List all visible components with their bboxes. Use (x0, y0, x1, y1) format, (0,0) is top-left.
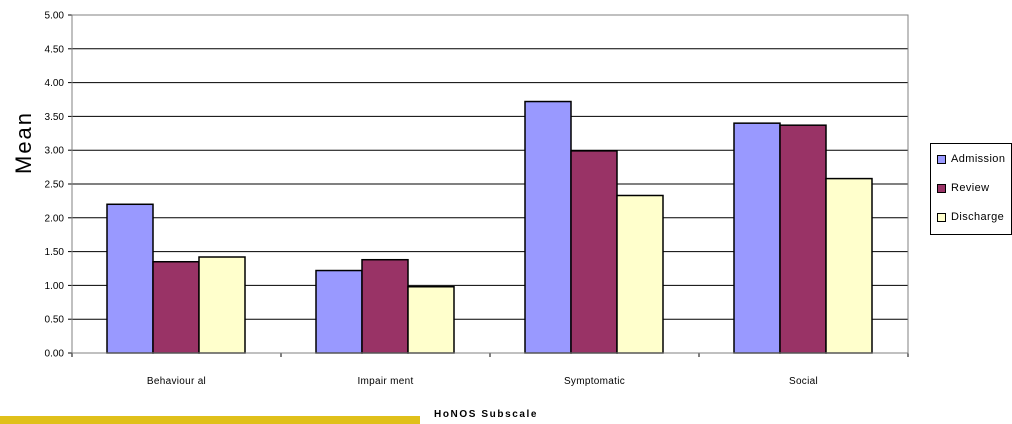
legend-label-discharge: Discharge (951, 211, 1005, 223)
bar-review-2 (570, 150, 618, 354)
bar-admission-0 (106, 203, 154, 354)
bar-review-3 (779, 124, 827, 354)
bar-discharge-2 (616, 194, 664, 354)
legend-swatch-review (937, 183, 946, 193)
y-tick-label: 4.50 (45, 44, 65, 55)
x-tick-label: Behaviour al (147, 376, 206, 387)
y-tick-label: 0.50 (45, 315, 65, 326)
bar-discharge-0 (198, 256, 246, 354)
bar-admission-2 (524, 100, 572, 354)
x-axis-title: HoNOS Subscale (434, 409, 539, 420)
y-tick-label: 0.00 (45, 349, 65, 360)
legend-swatch-admission (937, 154, 946, 164)
bar-review-1 (361, 258, 409, 354)
x-tick-label: Impair ment (357, 376, 413, 387)
plot-area-frame (71, 14, 909, 354)
y-tick-label: 4.00 (45, 78, 65, 89)
y-tick-label: 1.00 (45, 281, 65, 292)
x-tick-label: Symptomatic (564, 376, 625, 387)
legend-label-review: Review (951, 182, 990, 194)
bar-discharge-1 (407, 286, 455, 354)
y-tick-label: 3.00 (45, 146, 65, 157)
legend-item-admission: Admission (937, 152, 1005, 166)
x-tick-label: Social (789, 376, 818, 387)
accent-bar (0, 416, 420, 424)
legend-label-admission: Admission (951, 153, 1006, 165)
y-tick-label: 5.00 (45, 11, 65, 22)
legend: Admission Review Discharge (930, 143, 1012, 235)
legend-item-discharge: Discharge (937, 210, 1004, 224)
y-tick-label: 3.50 (45, 112, 65, 123)
bars (106, 100, 873, 354)
y-axis-title: Mean (11, 110, 36, 174)
legend-swatch-discharge (937, 212, 946, 222)
y-axis-ticks: 0.00 0.50 1.00 1.50 2.00 2.50 3.00 3.50 4.00 4.50… (45, 11, 73, 360)
y-tick-label: 1.50 (45, 247, 65, 258)
y-tick-label: 2.50 (45, 180, 65, 191)
x-axis-ticks: Behaviour al Impair ment Symptomatic Social (71, 352, 909, 387)
bar-review-0 (152, 260, 200, 354)
y-tick-label: 2.00 (45, 213, 65, 224)
bar-admission-3 (733, 122, 781, 354)
legend-item-review: Review (937, 181, 989, 195)
bar-admission-1 (315, 269, 363, 354)
bar-discharge-3 (825, 177, 873, 354)
